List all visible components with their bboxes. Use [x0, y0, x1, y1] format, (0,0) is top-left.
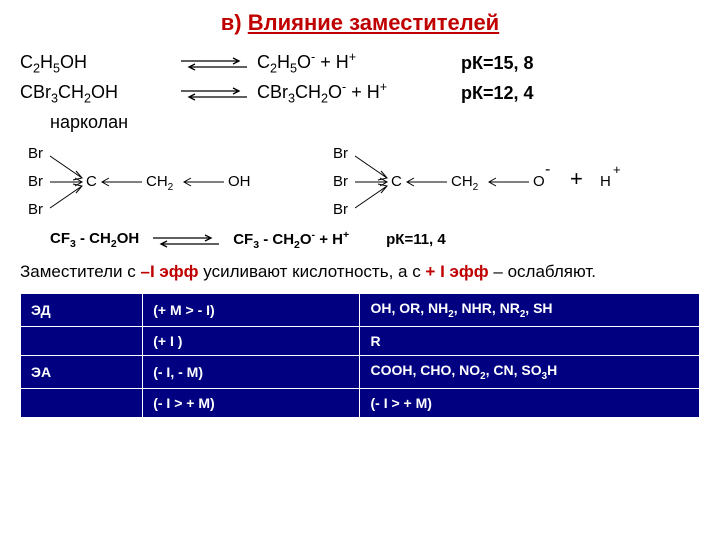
svg-text:Br: Br: [28, 145, 43, 162]
slide-title: в) Влияние заместителей: [20, 10, 700, 36]
reagent: C2H5OH: [20, 49, 170, 78]
title-prefix: в): [221, 10, 248, 35]
svg-text:H: H: [600, 173, 611, 190]
cell-effect: (- I > + M): [143, 388, 360, 417]
structure-left: Br Br Br C CH2 OH: [20, 144, 305, 219]
pk-value: рК=12, 4: [461, 80, 534, 107]
svg-text:O: O: [533, 173, 545, 190]
table-row: ЭД (+ M > - I) OH, OR, NH2, NHR, NR2, SH: [21, 294, 700, 327]
svg-text:Br: Br: [28, 173, 43, 190]
equilibrium-arrow: [151, 231, 221, 248]
svg-text:Br: Br: [333, 201, 348, 218]
summary-text: Заместители с –I эфф усиливают кислотнос…: [20, 261, 700, 283]
svg-text:CH2: CH2: [451, 173, 479, 193]
reaction-row: C2H5OH C2H5O- + H+ рК=15, 8: [20, 48, 700, 78]
svg-text:Br: Br: [333, 173, 348, 190]
svg-text:+: +: [613, 162, 621, 177]
cell-groups: OH, OR, NH2, NHR, NR2, SH: [360, 294, 700, 327]
table-row: (+ I ) R: [21, 326, 700, 355]
pk-value: рК=11, 4: [386, 231, 446, 248]
svg-text:CH2: CH2: [146, 173, 174, 193]
reagent: CF3 - CH2OH: [50, 230, 139, 250]
svg-text:+: +: [570, 166, 583, 191]
products: CF3 - CH2O- + H+: [233, 229, 349, 251]
svg-text:C: C: [86, 173, 97, 190]
cell-label: [21, 388, 143, 417]
equilibrium-arrow: [176, 50, 251, 77]
structure-right: Br Br Br C CH2 O- + H+: [325, 144, 665, 219]
products: C2H5O- + H+: [257, 48, 437, 78]
reaction-row: CBr3CH2OH CBr3CH2O- + H+ рК=12, 4: [20, 78, 700, 108]
cell-effect: (+ M > - I): [143, 294, 360, 327]
reaction-3: CF3 - CH2OH CF3 - CH2O- + H+ рК=11, 4: [20, 229, 700, 251]
pk-value: рК=15, 8: [461, 50, 534, 77]
title-main: Влияние заместителей: [248, 10, 499, 35]
table-row: ЭА (- I, - M) COOH, CHO, NO2, CN, SO3H: [21, 355, 700, 388]
cell-label: ЭД: [21, 294, 143, 327]
reaction-block: C2H5OH C2H5O- + H+ рК=15, 8 CBr3CH2OH CB…: [20, 48, 700, 136]
cell-effect: (+ I ): [143, 326, 360, 355]
equilibrium-arrow: [176, 80, 251, 107]
svg-text:-: -: [545, 161, 550, 178]
products: CBr3CH2O- + H+: [257, 78, 437, 108]
reagent: CBr3CH2OH: [20, 79, 170, 108]
cell-groups: COOH, CHO, NO2, CN, SO3H: [360, 355, 700, 388]
cell-groups: R: [360, 326, 700, 355]
structure-diagrams: Br Br Br C CH2 OH Br Br Br C CH2 O- + H+: [20, 144, 700, 219]
svg-text:OH: OH: [228, 173, 251, 190]
cell-label: [21, 326, 143, 355]
svg-text:C: C: [391, 173, 402, 190]
svg-text:Br: Br: [28, 201, 43, 218]
svg-text:Br: Br: [333, 145, 348, 162]
cell-effect: (- I, - M): [143, 355, 360, 388]
cell-label: ЭА: [21, 355, 143, 388]
table-row: (- I > + M) (- I > + M): [21, 388, 700, 417]
cell-groups: (- I > + M): [360, 388, 700, 417]
compound-name: нарколан: [20, 109, 700, 136]
substituent-table: ЭД (+ M > - I) OH, OR, NH2, NHR, NR2, SH…: [20, 293, 700, 418]
